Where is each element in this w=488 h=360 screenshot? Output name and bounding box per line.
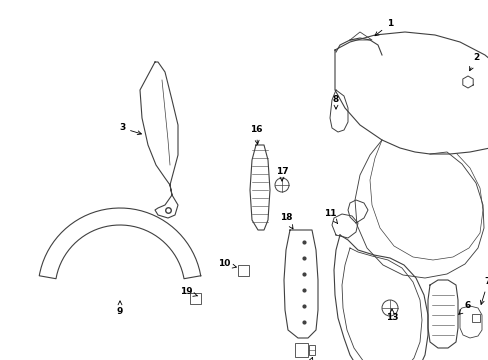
Text: 4: 4 <box>0 359 1 360</box>
Text: 16: 16 <box>249 126 262 144</box>
Text: 1: 1 <box>374 19 392 36</box>
Text: 8: 8 <box>332 95 339 109</box>
Polygon shape <box>462 76 472 88</box>
Text: 17: 17 <box>275 167 288 181</box>
Text: 19: 19 <box>179 288 197 297</box>
Text: 11: 11 <box>323 210 337 224</box>
Text: 7: 7 <box>479 278 488 305</box>
Text: 12: 12 <box>0 359 1 360</box>
Text: 14: 14 <box>301 357 314 360</box>
Text: 9: 9 <box>117 301 123 316</box>
Text: 2: 2 <box>468 54 478 71</box>
Text: 10: 10 <box>217 260 236 269</box>
Text: 18: 18 <box>279 213 292 229</box>
Text: 5: 5 <box>0 359 1 360</box>
Text: 13: 13 <box>385 309 397 323</box>
Text: 3: 3 <box>119 123 141 135</box>
Text: 6: 6 <box>458 302 470 314</box>
Bar <box>308 345 314 355</box>
Text: 15: 15 <box>0 359 1 360</box>
